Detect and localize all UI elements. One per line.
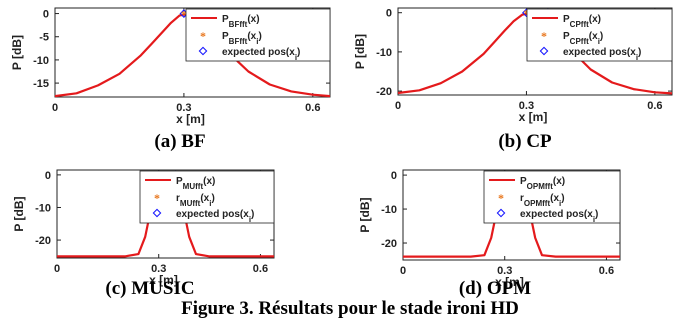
legend-entry: expected pos(xi) bbox=[563, 47, 641, 62]
x-tick-label: 0 bbox=[395, 100, 401, 112]
y-tick-label: -20 bbox=[376, 86, 392, 98]
x-axis-label: x [m] bbox=[176, 112, 205, 126]
y-tick-label: -5 bbox=[39, 32, 49, 44]
y-axis-label: P [dB] bbox=[12, 196, 26, 231]
legend-asterisk-swatch: * bbox=[200, 29, 206, 43]
y-axis-label: P [dB] bbox=[10, 35, 24, 70]
x-axis-label: x [m] bbox=[149, 273, 178, 287]
legend-entry: rMUfft(xi) bbox=[176, 193, 215, 208]
legend-entry: expected pos(xi) bbox=[176, 209, 254, 224]
legend-entry: expected pos(xi) bbox=[520, 209, 598, 224]
panel-caption: (c) MUSIC bbox=[105, 278, 194, 299]
legend-diamond-swatch bbox=[198, 46, 208, 56]
x-tick-label: 0.6 bbox=[253, 263, 268, 275]
x-tick-label: 0 bbox=[52, 102, 58, 114]
panel-music: 00.30.60-10-20x [m]P [dB]***PMUfft(x)rMU… bbox=[12, 169, 275, 299]
y-tick-label: 0 bbox=[391, 170, 397, 182]
panel-caption: (d) OPM bbox=[459, 278, 531, 299]
legend-entry: PMUfft(x) bbox=[176, 176, 215, 191]
panel-opm: 00.30.60-10-20x [m]P [dB]***POPMfft(x)rO… bbox=[358, 169, 621, 299]
x-tick-label: 0.6 bbox=[647, 100, 662, 112]
legend-asterisk-swatch: * bbox=[541, 29, 547, 43]
legend-diamond-swatch bbox=[496, 208, 506, 218]
x-axis-label: x [m] bbox=[519, 110, 548, 124]
legend: * PCPfft(x) PCPfft(xi)expected pos(xi) bbox=[526, 8, 673, 62]
y-tick-label: -20 bbox=[35, 235, 51, 247]
legend-entry: expected pos(xi) bbox=[222, 47, 300, 62]
x-tick-label: 0.3 bbox=[151, 263, 166, 275]
legend-entry: PBFfft(x) bbox=[222, 14, 260, 29]
x-tick-label: 0.6 bbox=[305, 102, 320, 114]
legend-entry: PCPfft(x) bbox=[563, 14, 601, 29]
panel-caption: (b) CP bbox=[498, 131, 552, 152]
y-axis-label: P [dB] bbox=[358, 197, 372, 232]
legend-entry: PBFfft(xi) bbox=[222, 31, 262, 46]
legend-asterisk-swatch: * bbox=[498, 191, 504, 205]
y-tick-label: -15 bbox=[33, 78, 49, 90]
estimated-position-marker: * bbox=[181, 8, 187, 22]
y-tick-label: -10 bbox=[33, 55, 49, 67]
x-tick-label: 0.3 bbox=[176, 102, 191, 114]
y-tick-label: -10 bbox=[376, 47, 392, 59]
y-tick-label: 0 bbox=[386, 8, 392, 20]
y-tick-label: -20 bbox=[381, 238, 397, 250]
legend: * PBFfft(x) PBFfft(xi)expected pos(xi) bbox=[185, 8, 331, 62]
legend: * POPMfft(x) rOPMfft(xi)expected pos(xi) bbox=[483, 170, 621, 224]
legend-entry: POPMfft(x) bbox=[520, 176, 565, 191]
estimated-position-marker: * bbox=[523, 7, 529, 21]
x-tick-label: 0.3 bbox=[497, 265, 512, 277]
panel-cp: 0 0.3 0.6 0 -10 -20 x [m] P [dB] * ** PCPfft(x) PCP… bbox=[353, 7, 673, 152]
panel-caption: (a) BF bbox=[154, 131, 205, 152]
y-axis-label: P [dB] bbox=[353, 34, 367, 69]
y-tick-label: 0 bbox=[45, 170, 51, 182]
y-tick-label: -10 bbox=[35, 202, 51, 214]
x-axis-label: x [m] bbox=[495, 275, 524, 289]
legend: * PMUfft(x) rMUfft(xi)expected pos(xi) bbox=[139, 170, 275, 224]
panel-bf: 0 0.3 0.6 0 -5 -10 -15 x [m] P [dB] * ** PBFfft(x) P… bbox=[10, 7, 331, 152]
x-tick-label: 0 bbox=[400, 265, 406, 277]
legend-diamond-swatch bbox=[152, 208, 162, 218]
x-tick-label: 0.6 bbox=[599, 265, 614, 277]
legend-entry: rOPMfft(xi) bbox=[520, 193, 565, 208]
y-tick-label: -10 bbox=[381, 204, 397, 216]
y-tick-label: 0 bbox=[43, 9, 49, 21]
legend-diamond-swatch bbox=[539, 46, 549, 56]
figure-caption: Figure 3. Résultats pour le stade ironi … bbox=[181, 298, 519, 319]
x-tick-label: 0 bbox=[54, 263, 60, 275]
legend-asterisk-swatch: * bbox=[154, 191, 160, 205]
x-tick-label: 0.3 bbox=[519, 100, 534, 112]
legend-entry: PCPfft(xi) bbox=[563, 31, 603, 46]
